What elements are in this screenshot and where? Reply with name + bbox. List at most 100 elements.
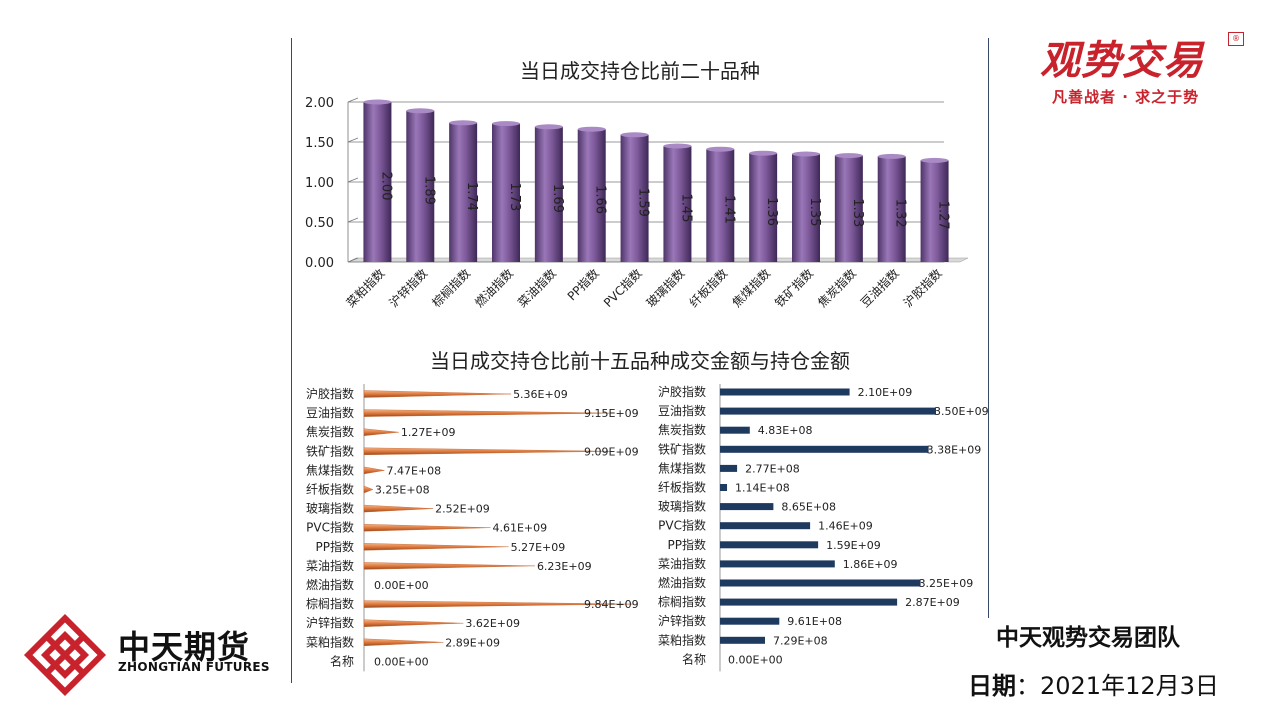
x-tick-label: 菜粕指数 <box>343 266 388 311</box>
company-logo-icon <box>23 613 107 697</box>
bar <box>492 123 520 262</box>
navy-value-label: 2.87E+09 <box>905 596 960 609</box>
cone-value-label: 5.36E+09 <box>513 388 568 401</box>
brand-slogan: 凡善战者 · 求之于势 <box>1052 88 1200 106</box>
bar-value-label: 1.74 <box>464 182 479 211</box>
gridline-depth <box>347 97 359 103</box>
bar-cap <box>406 108 435 114</box>
bar-cap <box>620 132 649 138</box>
cone-bar <box>363 466 385 475</box>
navy-bar <box>720 464 738 472</box>
bar-cap <box>534 124 563 130</box>
bar-value-label: 1.73 <box>507 182 522 211</box>
cone-value-label: 9.09E+09 <box>584 445 639 458</box>
cone-value-label: 7.47E+08 <box>386 464 441 477</box>
brand-name: 观势交易 <box>1040 37 1204 84</box>
bar-cap <box>834 153 863 159</box>
navy-value-label: 3.38E+09 <box>927 443 982 456</box>
cone-value-label: 6.23E+09 <box>537 560 592 573</box>
bar-cap <box>363 99 392 105</box>
brand-logo: 观势交易 ® 凡善战者 · 求之于势 <box>1040 28 1250 108</box>
right-category-label: 沪锌指数 <box>658 613 706 628</box>
navy-bar <box>720 426 750 434</box>
report-date: 日期：2021年12月3日 <box>968 666 1219 701</box>
bar-cap <box>577 126 606 132</box>
bar-cap <box>706 146 735 152</box>
cone-value-label: 5.27E+09 <box>511 541 566 554</box>
left-category-label: 沪胶指数 <box>306 386 354 401</box>
bar-value-label: 1.66 <box>593 185 608 214</box>
frame-left-line <box>291 38 292 683</box>
right-category-label: PP指数 <box>668 537 706 552</box>
right-category-label: 名称 <box>682 651 706 666</box>
navy-value-label: 1.86E+09 <box>843 558 898 571</box>
navy-value-label: 2.10E+09 <box>858 386 913 399</box>
x-tick-label: 焦炭指数 <box>814 266 859 311</box>
left-category-label: PP指数 <box>316 539 354 554</box>
bar <box>620 134 649 262</box>
left-category-label: 铁矿指数 <box>306 443 354 458</box>
gridline-depth <box>347 137 359 143</box>
bar-value-label: 1.41 <box>721 195 736 224</box>
navy-value-label: 1.59E+09 <box>826 539 881 552</box>
company-name-en: ZHONGTIAN FUTURES <box>118 660 270 674</box>
right-category-label: 菜粕指数 <box>658 632 706 647</box>
left-category-label: 菜油指数 <box>306 558 354 573</box>
bar-value-label: 1.45 <box>678 194 693 223</box>
bar <box>706 149 735 262</box>
date-value: ：2021年12月3日 <box>1016 672 1219 700</box>
brand-registered-badge: ® <box>1228 32 1244 46</box>
bar-value-label: 1.32 <box>893 199 908 228</box>
x-tick-label: 纤板指数 <box>686 266 731 311</box>
x-tick-label: 菜油指数 <box>514 266 559 311</box>
cone-value-label: 0.00E+00 <box>374 655 429 668</box>
x-tick-label: 沪锌指数 <box>386 266 431 311</box>
left-category-label: 玻璃指数 <box>306 501 354 516</box>
bar-cap <box>449 120 478 126</box>
x-tick-label: 焦煤指数 <box>729 266 774 311</box>
navy-value-label: 1.46E+09 <box>818 520 873 533</box>
bar <box>363 102 392 262</box>
x-tick-label: 玻璃指数 <box>643 266 688 311</box>
y-tick-label: 2.00 <box>305 96 334 111</box>
navy-value-label: 3.50E+09 <box>934 405 989 418</box>
navy-bar <box>720 484 728 491</box>
left-category-label: PVC指数 <box>306 520 354 535</box>
navy-bar <box>720 579 921 587</box>
cone-bar <box>363 600 635 608</box>
bar-value-label: 2.00 <box>378 172 393 201</box>
navy-bar <box>720 598 898 606</box>
bar-value-label: 1.33 <box>850 198 865 227</box>
y-tick-label: 1.00 <box>305 176 334 191</box>
bar-value-label: 1.36 <box>764 197 779 226</box>
y-tick-label: 0.50 <box>305 216 334 231</box>
navy-bar <box>720 617 780 625</box>
cone-value-label: 9.84E+09 <box>584 598 639 611</box>
bar <box>749 153 778 262</box>
gridline-depth <box>347 177 359 183</box>
cone-value-label: 0.00E+00 <box>374 579 429 592</box>
left-category-label: 燃油指数 <box>306 577 354 592</box>
cone-value-label: 3.25E+08 <box>375 484 430 497</box>
top-chart-title: 当日成交持仓比前二十品种 <box>520 59 760 83</box>
cone-value-label: 2.89E+09 <box>445 636 500 649</box>
bar-cap <box>749 150 778 156</box>
navy-value-label: 1.14E+08 <box>735 482 790 495</box>
left-category-label: 名称 <box>330 653 354 668</box>
gridline-depth <box>347 257 359 263</box>
x-tick-label: PVC指数 <box>600 266 644 310</box>
left-category-label: 焦炭指数 <box>306 424 354 439</box>
bar <box>834 155 863 262</box>
navy-bar <box>720 407 936 415</box>
cone-bar <box>363 504 434 513</box>
cone-bar <box>363 428 399 436</box>
navy-bar <box>720 560 835 568</box>
y-tick-label: 1.50 <box>305 136 334 151</box>
navy-value-label: 2.77E+08 <box>745 462 800 475</box>
left-category-label: 豆油指数 <box>306 405 354 420</box>
y-tick-label: 0.00 <box>305 256 334 271</box>
cone-bar <box>363 447 614 456</box>
right-category-label: 燃油指数 <box>658 575 706 590</box>
cone-value-label: 9.15E+09 <box>584 407 639 420</box>
right-category-label: 豆油指数 <box>658 403 706 418</box>
